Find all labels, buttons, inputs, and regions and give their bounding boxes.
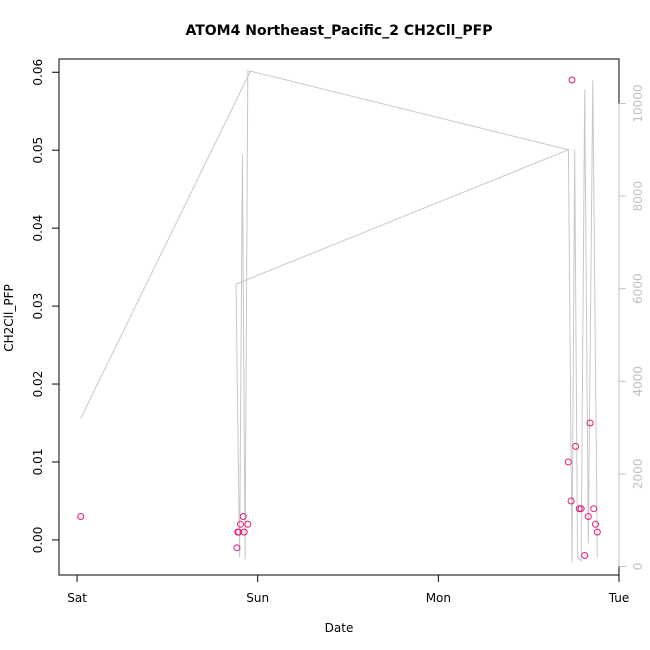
y-axis: 0.00 0.01 0.02 0.03 0.04 0.05 0.06 [31, 59, 60, 554]
points-layer [77, 76, 601, 559]
data-point [572, 442, 580, 450]
data-point [568, 76, 576, 84]
data-point [77, 513, 85, 520]
y-tick-label: 0.03 [31, 293, 45, 320]
x-tick-label: Sat [67, 591, 87, 605]
y2-tick-label: 0 [631, 563, 645, 571]
data-point [240, 528, 248, 536]
data-point [567, 497, 575, 505]
data-point [237, 520, 244, 528]
y2-axis: 0 2000 4000 6000 8000 10000 [618, 84, 645, 571]
data-point [233, 544, 241, 552]
chart-title: ATOM4 Northeast_Pacific_2 CH2Cll_PFP [185, 23, 492, 39]
data-point [586, 419, 594, 427]
data-point [577, 505, 585, 513]
data-point [564, 458, 572, 466]
y2-tick-label: 10000 [631, 84, 645, 122]
data-point [592, 520, 599, 528]
data-point [584, 513, 592, 520]
y2-tick-label: 6000 [631, 273, 645, 304]
data-point [593, 528, 601, 536]
data-point [581, 552, 589, 559]
y2-tick-label: 4000 [631, 366, 645, 397]
x-axis: Sat Sun Mon Tue [67, 574, 630, 605]
x-tick-label: Sun [246, 591, 269, 605]
plot-frame [58, 58, 620, 576]
y-tick-label: 0.01 [31, 449, 45, 476]
x-axis-label: Date [325, 621, 354, 635]
series-line [80, 70, 598, 563]
data-point [239, 513, 247, 520]
altitude-layer [80, 70, 598, 563]
y2-tick-label: 8000 [631, 181, 645, 212]
data-point [244, 520, 252, 528]
y-tick-label: 0.05 [31, 137, 45, 164]
y-tick-label: 0.00 [31, 527, 45, 554]
y-axis-label: CH2Cll_PFP [2, 284, 16, 351]
x-tick-label: Tue [608, 591, 630, 605]
y2-tick-label: 2000 [631, 459, 645, 490]
y-tick-label: 0.06 [31, 59, 45, 86]
data-point [590, 505, 598, 513]
y-tick-label: 0.02 [31, 371, 45, 398]
x-tick-label: Mon [426, 591, 451, 605]
y-tick-label: 0.04 [31, 215, 45, 242]
